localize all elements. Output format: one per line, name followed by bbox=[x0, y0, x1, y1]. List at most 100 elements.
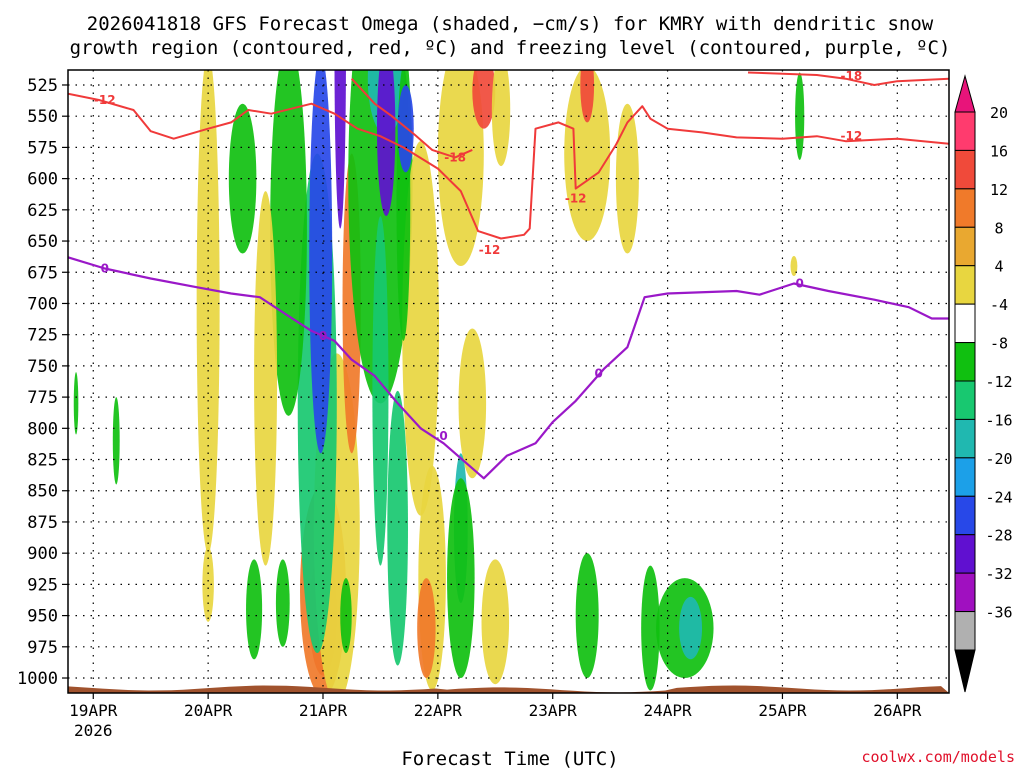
y-tick-label: 925 bbox=[27, 575, 58, 595]
colorbar-label: -32 bbox=[985, 565, 1012, 583]
y-tick-label: 825 bbox=[27, 451, 58, 471]
y-tick-label: 875 bbox=[27, 513, 58, 533]
omega-cell bbox=[458, 328, 487, 479]
contour-label: -12 bbox=[94, 93, 116, 107]
colorbar-band bbox=[954, 418, 976, 459]
contour-line bbox=[68, 92, 949, 240]
omega-cell bbox=[387, 390, 408, 666]
colorbar: 20 16 12 8 4 -4 -8 -12 -16 -20 -24 -28 -32 -36 bbox=[954, 74, 1013, 693]
colorbar-band bbox=[954, 380, 976, 420]
colorbar-band bbox=[954, 149, 976, 190]
colorbar-band bbox=[954, 342, 976, 382]
y-tick-label: 625 bbox=[27, 201, 58, 221]
omega-cell bbox=[575, 553, 599, 679]
omega-cell bbox=[580, 70, 595, 123]
colorbar-bottom-arrow bbox=[954, 649, 976, 693]
y-tick-label: 975 bbox=[27, 638, 58, 658]
y-tick-label: 950 bbox=[27, 607, 58, 627]
omega-cell bbox=[334, 70, 346, 229]
contour-line bbox=[350, 78, 473, 159]
colorbar-band bbox=[954, 265, 976, 305]
colorbar-band bbox=[954, 534, 976, 574]
omega-cell bbox=[417, 578, 436, 679]
omega-cell bbox=[112, 397, 120, 485]
colorbar-label: -16 bbox=[985, 411, 1012, 429]
colorbar-label: 16 bbox=[990, 142, 1008, 160]
colorbar-label: -8 bbox=[990, 335, 1008, 353]
y-tick-label: 1000 bbox=[17, 669, 58, 689]
colorbar-label: -24 bbox=[985, 488, 1012, 506]
contour-lines: 0 0 0 0 0 -12 -12 -12 -12 -18 -18 bbox=[68, 69, 949, 480]
contour-label: 0 bbox=[101, 262, 109, 276]
contour-label: -18 bbox=[444, 150, 466, 164]
omega-cell bbox=[270, 70, 307, 416]
colorbar-label: 4 bbox=[994, 258, 1003, 276]
contour-label: -12 bbox=[479, 243, 501, 257]
colorbar-label: 8 bbox=[994, 219, 1003, 237]
colorbar-band bbox=[954, 457, 976, 497]
colorbar-label: 12 bbox=[990, 181, 1008, 199]
contour-label: -12 bbox=[565, 192, 587, 206]
colorbar-band bbox=[954, 495, 976, 536]
chart-title-line1: 2026041818 GFS Forecast Omega (shaded, −… bbox=[87, 13, 934, 35]
y-tick-label: 550 bbox=[27, 107, 58, 127]
omega-cell bbox=[254, 191, 278, 566]
y-axis: 525 550 575 600 625 650 675 700 725 750 775 800 825 8… bbox=[17, 76, 68, 689]
x-tick-label: 24APR bbox=[643, 701, 692, 720]
y-tick-label: 700 bbox=[27, 294, 58, 314]
plot-frame bbox=[67, 69, 950, 694]
x-tick-label: 19APR bbox=[69, 701, 118, 720]
omega-cell bbox=[481, 559, 510, 685]
x-tick-label: 25APR bbox=[758, 701, 807, 720]
colorbar-band bbox=[954, 303, 976, 344]
omega-cell bbox=[679, 596, 703, 660]
omega-cell bbox=[376, 70, 396, 217]
y-tick-label: 600 bbox=[27, 170, 58, 190]
omega-cell bbox=[472, 70, 496, 129]
y-tick-label: 800 bbox=[27, 419, 58, 439]
credit-link[interactable]: coolwx.com/models bbox=[861, 748, 1015, 766]
contour-label: -18 bbox=[841, 69, 863, 83]
x-axis-label: Forecast Time (UTC) bbox=[401, 748, 618, 768]
colorbar-label: 20 bbox=[990, 104, 1008, 122]
x-tick-label: 23APR bbox=[529, 701, 578, 720]
omega-cell bbox=[196, 70, 220, 554]
omega-cell bbox=[228, 103, 257, 254]
omega-cell bbox=[202, 546, 214, 622]
y-tick-label: 900 bbox=[27, 544, 58, 564]
x-tick-label: 21APR bbox=[299, 701, 348, 720]
colorbar-band bbox=[954, 572, 976, 613]
colorbar-band bbox=[954, 188, 976, 228]
y-tick-label: 675 bbox=[27, 263, 58, 283]
contour-line bbox=[747, 71, 949, 86]
omega-cell bbox=[73, 372, 79, 435]
omega-cell bbox=[641, 565, 660, 691]
colorbar-label: -12 bbox=[985, 373, 1012, 391]
x-tick-label: 22APR bbox=[414, 701, 463, 720]
y-tick-label: 575 bbox=[27, 138, 58, 158]
colorbar-label: -28 bbox=[985, 527, 1012, 545]
omega-cell bbox=[564, 70, 611, 242]
y-tick-label: 850 bbox=[27, 482, 58, 502]
colorbar-top-arrow bbox=[954, 74, 976, 113]
y-tick-label: 525 bbox=[27, 76, 58, 96]
colorbar-band bbox=[954, 111, 976, 151]
omega-cell bbox=[615, 103, 639, 254]
omega-cell bbox=[447, 478, 475, 679]
y-tick-label: 725 bbox=[27, 326, 58, 346]
contour-line bbox=[68, 256, 949, 480]
y-tick-label: 750 bbox=[27, 357, 58, 377]
colorbar-label: -20 bbox=[985, 450, 1012, 468]
terrain-ground bbox=[68, 685, 949, 693]
colorbar-band bbox=[954, 226, 976, 267]
omega-cell bbox=[790, 256, 798, 277]
contour-label: 0 bbox=[795, 276, 803, 290]
colorbar-label: -4 bbox=[990, 296, 1008, 314]
omega-cell bbox=[246, 559, 263, 660]
omega-cell bbox=[402, 141, 440, 516]
omega-cell bbox=[309, 70, 333, 454]
y-tick-label: 775 bbox=[27, 388, 58, 408]
x-tick-label: 20APR bbox=[184, 701, 233, 720]
